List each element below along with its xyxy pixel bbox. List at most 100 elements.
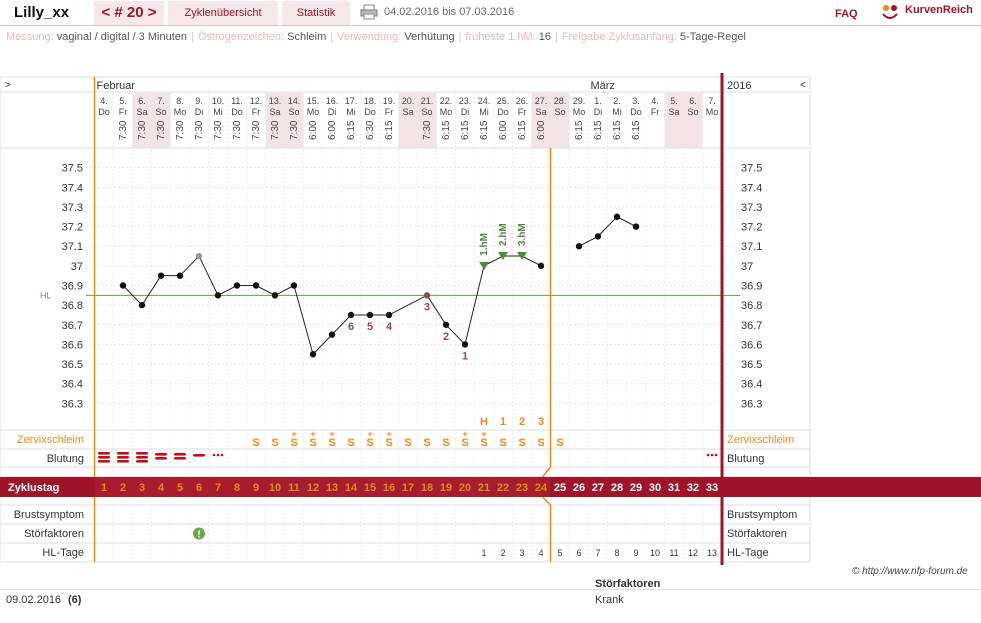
measure-time: 7:30 — [289, 120, 300, 140]
cycle-day-cell — [94, 477, 114, 497]
cycle-day-cell — [474, 477, 494, 497]
day-date: 23. — [459, 96, 472, 106]
day-date: 14. — [288, 96, 301, 106]
hl-day-number: 9 — [633, 548, 638, 558]
cycle-day-number: 14 — [345, 482, 358, 494]
weekend-column — [132, 93, 152, 148]
weekend-column — [151, 93, 171, 148]
bleeding-bar — [174, 453, 186, 456]
cervix-top-mark: 2 — [519, 416, 525, 428]
month-label: März — [591, 80, 615, 92]
day-date: 12. — [250, 96, 263, 106]
kurvenreich-logo-icon[interactable] — [880, 2, 900, 22]
temperature-segment — [388, 294, 428, 316]
cervix-mark: S — [442, 437, 449, 449]
temperature-point — [347, 311, 355, 319]
weekend-column — [664, 93, 684, 148]
day-date: 20. — [402, 96, 415, 106]
day-date: 6. — [689, 96, 697, 106]
temperature-point — [176, 272, 184, 279]
cycle-day-number: 2 — [120, 482, 126, 494]
cycle-day-cell — [341, 477, 361, 497]
print-icon[interactable] — [360, 4, 378, 20]
tab-statistik[interactable]: Statistik — [282, 1, 350, 25]
disturbance-title: Störfaktoren — [595, 578, 661, 590]
tab-zyklenuebersicht[interactable]: Zyklenübersicht — [168, 1, 278, 25]
day-date: 26. — [516, 96, 529, 106]
day-weekday: Di — [594, 107, 603, 117]
measure-time: 6:30 — [365, 120, 376, 140]
cycle-day-number: 26 — [573, 482, 585, 494]
day-date: 27. — [535, 96, 548, 106]
row-label-breast-right: Brustsymptom — [727, 509, 797, 521]
cycle-day-number: 8 — [234, 482, 240, 494]
low-count-number: 4 — [386, 321, 393, 333]
day-weekday: Mo — [307, 107, 320, 117]
measure-time: 7:30 — [251, 120, 262, 140]
day-weekday: Mi — [612, 107, 622, 117]
selected-count: (6) — [68, 594, 82, 606]
cycle-day-cell — [303, 477, 323, 497]
day-weekday: So — [155, 107, 166, 117]
measurement-info: Messung: vaginal / digital / 3 Minuten | Ö… — [6, 31, 746, 43]
hl-day-number: 13 — [707, 548, 717, 558]
temperature-point — [252, 282, 260, 289]
next-nav-icon[interactable]: < — [800, 80, 806, 91]
warning-icon[interactable] — [193, 527, 205, 540]
measure-time: 7:30 — [175, 120, 186, 140]
disturbance-value: Krank — [595, 594, 624, 606]
cervix-mark: S — [423, 437, 430, 449]
cycle-day-cell — [151, 477, 171, 497]
low-count-number: 2 — [443, 331, 449, 343]
temperature-point — [309, 351, 317, 358]
brand-name[interactable]: KurvenReich — [905, 4, 973, 16]
meta-value: 16 — [538, 31, 552, 43]
hl-day-number: 3 — [519, 548, 524, 558]
bleeding-dot — [714, 453, 718, 457]
y-tick-label-left: 37.5 — [62, 163, 83, 175]
cycle-day-number: 25 — [554, 482, 566, 494]
y-tick-label-left: 36.6 — [62, 339, 83, 351]
month-label: Februar — [97, 80, 136, 92]
bleeding-bar — [117, 452, 129, 455]
cervix-mark: S — [480, 437, 487, 449]
day-date: 15. — [307, 96, 320, 106]
y-tick-label-right: 36.5 — [741, 359, 762, 371]
hl-day-number: 4 — [538, 548, 543, 558]
measure-time: 6:15 — [441, 120, 452, 140]
day-weekday: Mo — [440, 107, 453, 117]
temperature-segment — [255, 285, 276, 296]
cycle-day-cell — [398, 477, 418, 497]
bleeding-dot — [212, 453, 216, 457]
cycle-day-number: 13 — [326, 482, 338, 494]
prev-nav-icon[interactable]: > — [5, 80, 11, 91]
day-weekday: Fr — [119, 107, 128, 117]
day-weekday: Sa — [668, 107, 679, 117]
cycle-day-number: 15 — [364, 482, 376, 494]
day-weekday: Mo — [573, 107, 586, 117]
higher-measure-label: 1.hM — [479, 233, 490, 256]
low-count-number: 1 — [462, 350, 468, 362]
day-weekday: So — [687, 107, 698, 117]
meta-separator: | — [330, 31, 334, 43]
cycle-day-number: 18 — [421, 482, 433, 494]
higher-measure-triangle — [498, 252, 508, 261]
infertile-marker-lower — [541, 496, 552, 562]
temperature-segment — [198, 255, 219, 296]
row-label-cycle-day: Zyklustag — [8, 482, 59, 494]
low-count-number: 3 — [424, 301, 430, 313]
row-label-disturbance-right: Störfaktoren — [727, 528, 787, 540]
day-weekday: Do — [364, 107, 376, 117]
cycle-day-cell — [360, 477, 380, 497]
bleeding-bar — [193, 454, 205, 457]
day-weekday: Fr — [252, 107, 261, 117]
day-weekday: Do — [630, 107, 642, 117]
faq-link[interactable]: FAQ — [835, 8, 858, 20]
cycle-day-cell — [455, 477, 475, 497]
day-date: 4. — [651, 96, 659, 106]
hl-day-number: 2 — [500, 548, 505, 558]
date-range: 04.02.2016 bis 07.03.2016 — [384, 6, 515, 18]
cycle-navigator[interactable]: < # 20 > — [94, 1, 164, 25]
day-date: 9. — [195, 96, 203, 106]
cervix-mark: S — [290, 437, 297, 449]
